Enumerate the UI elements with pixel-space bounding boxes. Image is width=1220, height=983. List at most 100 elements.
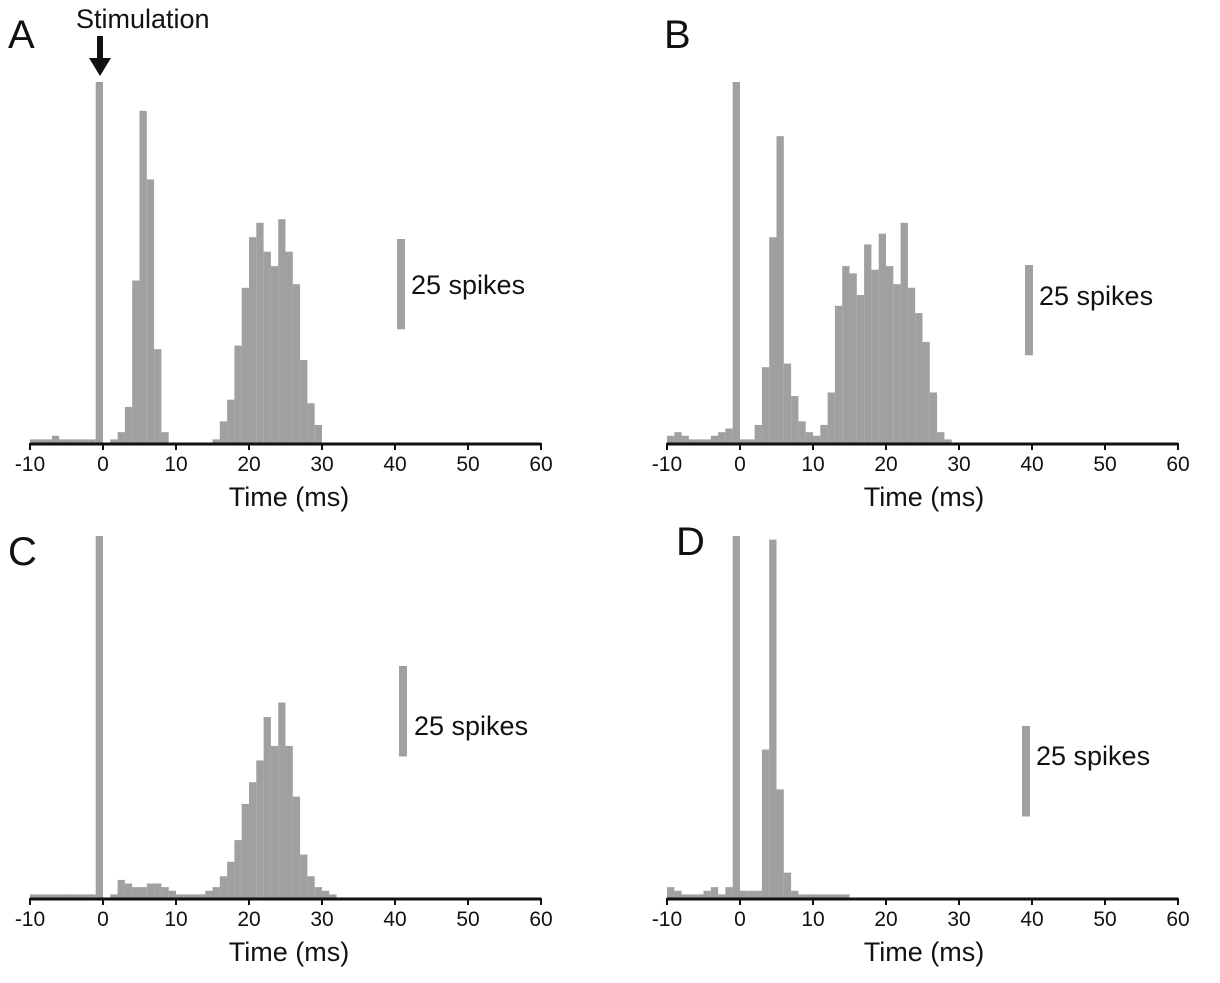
- histogram-bar: [703, 439, 711, 443]
- histogram-bar: [813, 435, 821, 443]
- histogram-bar: [197, 894, 206, 898]
- histogram-bar: [234, 345, 242, 443]
- histogram-bar: [842, 266, 850, 443]
- histogram-bar: [922, 341, 930, 443]
- x-tick-label: 10: [164, 908, 187, 931]
- histogram-bar: [66, 894, 74, 898]
- x-tick-label: 20: [237, 453, 260, 476]
- histogram-bar: [747, 890, 755, 898]
- histogram-bar: [190, 894, 198, 898]
- x-tick-label: -10: [652, 453, 682, 476]
- histogram-bar: [900, 222, 908, 443]
- histogram-bar: [227, 399, 235, 443]
- histogram-bar: [117, 879, 125, 898]
- x-axis-label: Time (ms): [864, 482, 984, 512]
- histogram-bar: [161, 887, 169, 898]
- scale-bar: [1025, 265, 1033, 356]
- histogram-bar: [937, 432, 945, 443]
- histogram-bar: [73, 439, 82, 443]
- scale-bar-label: 25 spikes: [414, 711, 528, 741]
- histogram-bar: [314, 424, 322, 443]
- histogram-bar: [117, 432, 125, 443]
- x-tick-label: 50: [456, 453, 479, 476]
- histogram-bar: [37, 894, 45, 898]
- histogram-bar: [849, 273, 857, 443]
- histogram-bar: [263, 717, 271, 898]
- histogram-bar: [710, 887, 719, 898]
- x-tick-label: 30: [947, 453, 970, 476]
- x-tick-label: 40: [1020, 908, 1043, 931]
- histogram-bar: [732, 536, 740, 898]
- panel-d: D -10 0 10 20 30 40 50 60 Time (ms) 25 spikes: [652, 520, 1190, 967]
- histogram-bar: [798, 421, 806, 443]
- x-tick-label: 60: [529, 453, 552, 476]
- histogram-bar: [81, 439, 89, 443]
- histogram-bar: [907, 287, 916, 443]
- histogram-bar: [747, 439, 755, 443]
- histogram-bar: [285, 251, 293, 443]
- histogram-bar: [769, 237, 777, 443]
- histogram-bar: [761, 749, 770, 898]
- histogram-bar: [44, 894, 52, 898]
- histogram-bar: [674, 890, 682, 898]
- histogram-bar: [929, 392, 938, 443]
- histogram-bar: [688, 894, 697, 898]
- histogram-bar: [776, 136, 784, 443]
- histogram-bar: [219, 876, 228, 898]
- histogram-bar: [783, 363, 792, 443]
- histogram-bar: [674, 432, 682, 443]
- histogram-bar: [88, 439, 96, 443]
- panel-letter: D: [676, 520, 705, 564]
- panel-c: C -10 0 10 20 30 40 50 60 Time (ms) 25 spikes: [8, 530, 553, 967]
- histogram-bar: [249, 782, 257, 898]
- histogram-bar: [710, 435, 719, 443]
- histogram-bar: [44, 439, 52, 443]
- histogram-bar: [718, 894, 726, 898]
- histogram-bar: [278, 219, 286, 443]
- histogram-bar: [696, 894, 704, 898]
- histogram-bar: [161, 432, 169, 443]
- histogram-bar: [696, 439, 704, 443]
- x-tick-label: 30: [310, 453, 333, 476]
- x-tick-label: 10: [801, 908, 824, 931]
- histogram-bar: [314, 887, 322, 898]
- histogram-bar: [322, 890, 330, 898]
- x-tick-label: -10: [15, 908, 45, 931]
- histogram-bar: [681, 435, 689, 443]
- x-tick-label: 40: [1020, 453, 1043, 476]
- histogram-bar: [110, 894, 118, 898]
- x-tick-label: -10: [652, 908, 682, 931]
- histogram-bar: [263, 251, 271, 443]
- histogram-bar: [30, 439, 38, 443]
- histogram-bar: [132, 280, 140, 443]
- histogram-bar: [307, 403, 315, 443]
- histogram-bar: [915, 313, 923, 443]
- panel-letter: C: [8, 530, 37, 574]
- histogram-bar: [88, 894, 96, 898]
- histogram-bar: [95, 82, 103, 443]
- histogram-bar: [278, 702, 286, 898]
- histogram-bar: [139, 110, 147, 443]
- histogram-bar: [732, 82, 740, 443]
- histogram-bar: [256, 222, 264, 443]
- histogram-bar: [73, 894, 82, 898]
- histogram-bar: [270, 266, 279, 443]
- histogram-bar: [168, 890, 176, 898]
- x-tick-label: 10: [801, 453, 824, 476]
- stimulation-label: Stimulation: [76, 4, 210, 34]
- histogram-bar: [791, 890, 799, 898]
- histogram-bar: [285, 745, 293, 898]
- histogram-bar: [805, 432, 813, 443]
- histogram-bar: [292, 796, 301, 898]
- histogram-bar: [256, 760, 264, 898]
- x-tick-label: 60: [1166, 908, 1189, 931]
- x-tick-label: 30: [310, 908, 333, 931]
- histogram-bar: [805, 894, 813, 898]
- histogram-bar: [30, 894, 38, 898]
- histogram-bar: [51, 894, 60, 898]
- histogram-bar: [820, 894, 828, 898]
- histogram-bar: [893, 284, 901, 443]
- panel-letter: A: [8, 13, 35, 57]
- histogram-bar: [761, 367, 770, 443]
- histogram-bar: [154, 349, 162, 443]
